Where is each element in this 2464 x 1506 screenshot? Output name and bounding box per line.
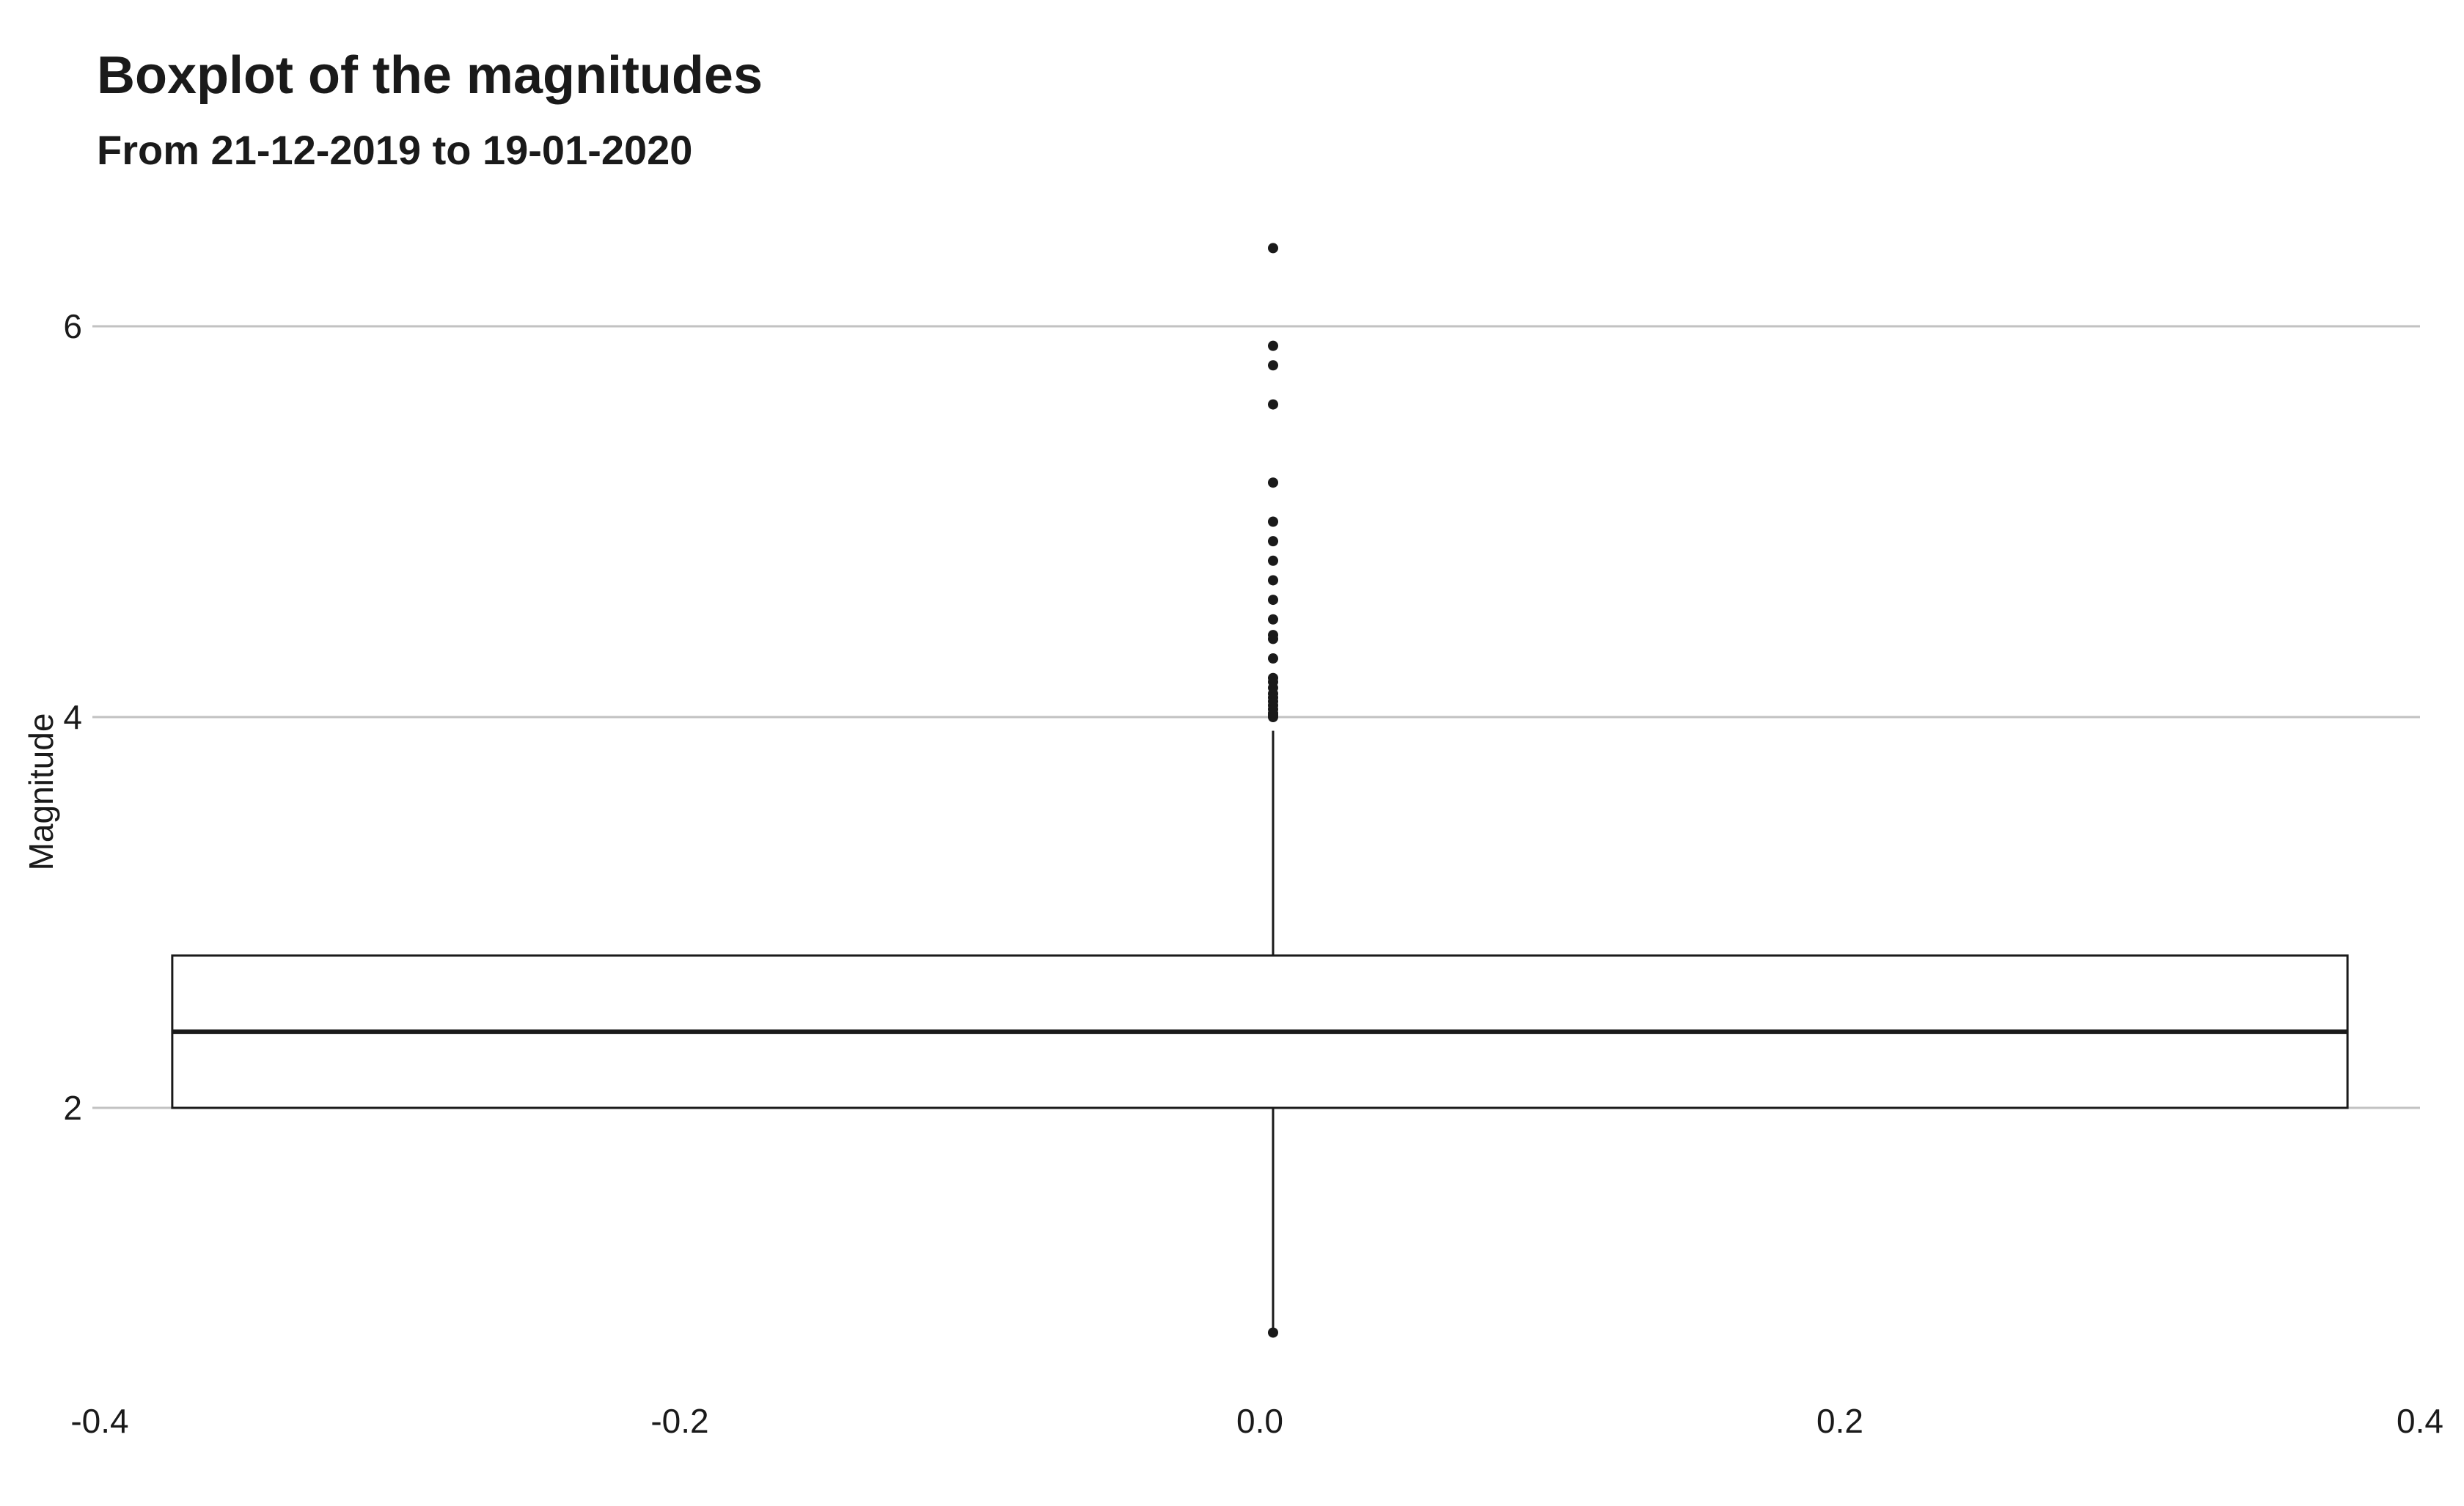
y-axis-label: Magnitude — [22, 713, 60, 871]
outlier-point — [1268, 1327, 1278, 1338]
outlier-point — [1268, 536, 1278, 547]
outlier-point — [1268, 630, 1278, 641]
x-tick-label: 0.2 — [1816, 1402, 1863, 1440]
x-tick-label: 0.0 — [1236, 1402, 1283, 1440]
y-tick-label: 2 — [63, 1089, 82, 1127]
outlier-points — [1268, 243, 1278, 1338]
y-tick-label: 4 — [63, 698, 82, 736]
x-tick-label: -0.4 — [70, 1402, 128, 1440]
outlier-point — [1268, 653, 1278, 664]
outlier-point — [1268, 575, 1278, 586]
box-group — [171, 730, 2349, 1333]
x-tick-label: 0.4 — [2397, 1402, 2443, 1440]
outlier-point — [1268, 555, 1278, 566]
outlier-point — [1268, 360, 1278, 371]
chart-title: Boxplot of the magnitudes — [97, 46, 763, 105]
y-tick-label: 6 — [63, 307, 82, 345]
outlier-point — [1268, 614, 1278, 625]
chart-subtitle: From 21-12-2019 to 19-01-2020 — [97, 127, 693, 173]
outlier-point — [1268, 340, 1278, 351]
axis-ticks: 2 4 6 -0.4 -0.2 0.0 0.2 0.4 — [63, 307, 2443, 1440]
outlier-point — [1268, 672, 1278, 683]
outlier-point — [1268, 243, 1278, 254]
outlier-point — [1268, 399, 1278, 410]
outlier-point — [1268, 595, 1278, 606]
outlier-point — [1268, 477, 1278, 488]
x-tick-label: -0.2 — [650, 1402, 708, 1440]
outlier-point — [1268, 516, 1278, 527]
